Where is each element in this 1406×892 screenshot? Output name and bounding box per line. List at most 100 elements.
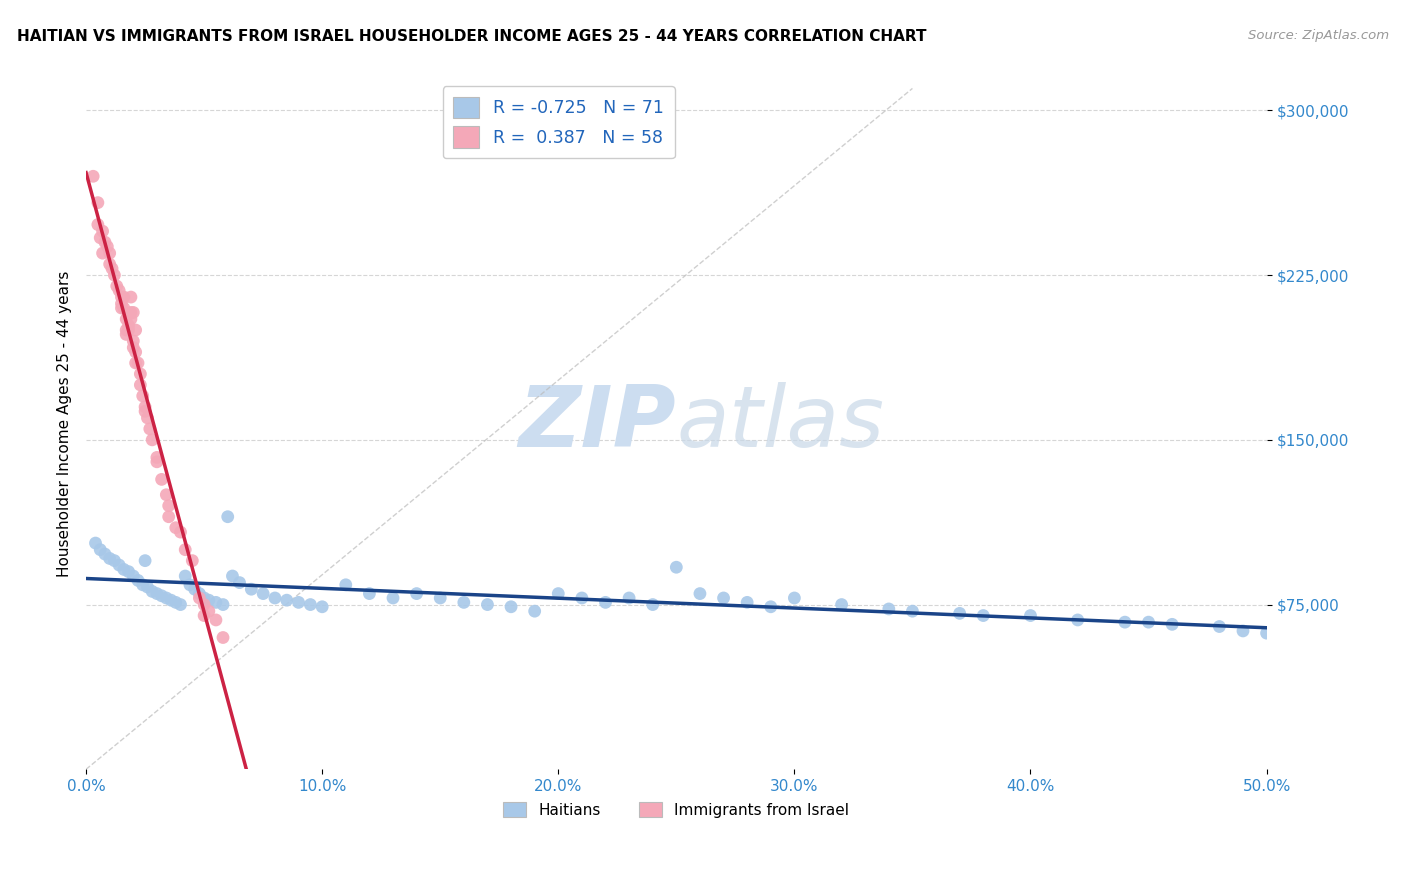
Point	[110, 290, 132, 304]
Point	[617, 591, 640, 605]
Point	[181, 554, 204, 568]
Point	[783, 591, 806, 605]
Point	[901, 604, 924, 618]
Point	[217, 509, 239, 524]
Point	[169, 525, 191, 540]
Point	[382, 591, 405, 605]
Text: Source: ZipAtlas.com: Source: ZipAtlas.com	[1249, 29, 1389, 42]
Point	[115, 323, 138, 337]
Point	[141, 584, 163, 599]
Y-axis label: Householder Income Ages 25 - 44 years: Householder Income Ages 25 - 44 years	[58, 270, 72, 576]
Point	[115, 312, 138, 326]
Point	[252, 586, 274, 600]
Point	[287, 595, 309, 609]
Point	[155, 591, 177, 605]
Point	[122, 341, 145, 355]
Point	[759, 599, 782, 614]
Point	[146, 450, 169, 465]
Point	[212, 631, 235, 645]
Point	[299, 598, 322, 612]
Point	[1232, 624, 1254, 638]
Point	[157, 509, 180, 524]
Point	[132, 578, 155, 592]
Point	[120, 290, 142, 304]
Point	[429, 591, 451, 605]
Point	[150, 589, 173, 603]
Point	[665, 560, 688, 574]
Point	[101, 261, 124, 276]
Point	[134, 554, 156, 568]
Point	[89, 231, 111, 245]
Text: atlas: atlas	[676, 382, 884, 465]
Point	[84, 536, 107, 550]
Point	[103, 554, 125, 568]
Point	[91, 246, 114, 260]
Point	[120, 312, 142, 326]
Point	[1208, 619, 1230, 633]
Point	[1256, 626, 1278, 640]
Point	[132, 389, 155, 403]
Point	[735, 595, 758, 609]
Point	[98, 551, 121, 566]
Point	[112, 290, 135, 304]
Point	[82, 169, 104, 184]
Point	[124, 323, 146, 337]
Point	[129, 378, 152, 392]
Point	[103, 268, 125, 282]
Point	[198, 593, 221, 607]
Point	[160, 593, 183, 607]
Point	[179, 578, 201, 592]
Point	[228, 575, 250, 590]
Point	[169, 598, 191, 612]
Point	[174, 542, 197, 557]
Point	[453, 595, 475, 609]
Point	[94, 547, 117, 561]
Point	[122, 305, 145, 319]
Point	[124, 356, 146, 370]
Point	[89, 542, 111, 557]
Point	[117, 318, 139, 333]
Point	[150, 472, 173, 486]
Point	[595, 595, 617, 609]
Point	[117, 323, 139, 337]
Point	[689, 586, 711, 600]
Point	[193, 608, 215, 623]
Point	[98, 257, 121, 271]
Point	[165, 521, 187, 535]
Point	[136, 410, 159, 425]
Point	[335, 578, 357, 592]
Point	[165, 595, 187, 609]
Point	[405, 586, 427, 600]
Point	[87, 195, 110, 210]
Point	[188, 586, 211, 600]
Point	[105, 279, 128, 293]
Point	[155, 488, 177, 502]
Point	[877, 602, 900, 616]
Point	[96, 239, 118, 253]
Point	[1067, 613, 1090, 627]
Point	[264, 591, 287, 605]
Point	[311, 599, 333, 614]
Point	[523, 604, 546, 618]
Point	[477, 598, 499, 612]
Point	[193, 598, 215, 612]
Point	[713, 591, 735, 605]
Point	[112, 562, 135, 576]
Point	[117, 565, 139, 579]
Point	[110, 301, 132, 315]
Point	[547, 586, 569, 600]
Point	[141, 433, 163, 447]
Point	[641, 598, 664, 612]
Point	[129, 367, 152, 381]
Point	[193, 591, 215, 605]
Point	[499, 599, 522, 614]
Point	[276, 593, 298, 607]
Point	[198, 604, 221, 618]
Point	[108, 558, 131, 572]
Point	[146, 455, 169, 469]
Point	[183, 582, 205, 597]
Point	[157, 499, 180, 513]
Point	[212, 598, 235, 612]
Point	[115, 327, 138, 342]
Point	[124, 345, 146, 359]
